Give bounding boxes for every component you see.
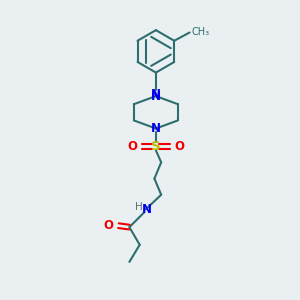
Text: N: N bbox=[142, 203, 152, 216]
Text: H: H bbox=[135, 202, 143, 212]
Text: O: O bbox=[174, 140, 184, 153]
Text: N: N bbox=[151, 88, 161, 100]
Text: S: S bbox=[151, 140, 161, 153]
Text: O: O bbox=[104, 219, 114, 232]
Text: N: N bbox=[151, 122, 161, 135]
Text: N: N bbox=[151, 90, 161, 103]
Text: CH₃: CH₃ bbox=[191, 27, 209, 37]
Text: O: O bbox=[127, 140, 137, 153]
